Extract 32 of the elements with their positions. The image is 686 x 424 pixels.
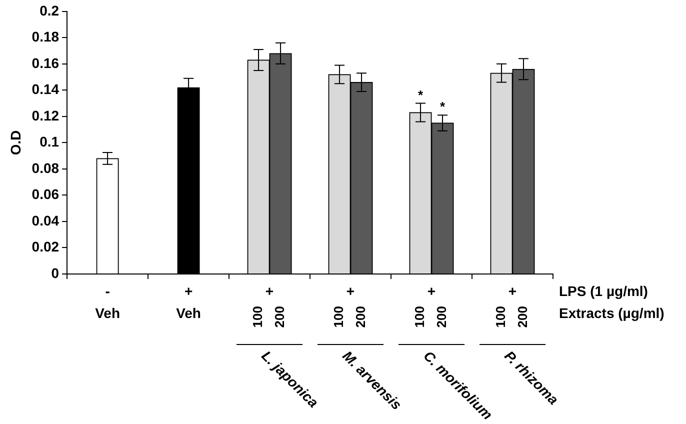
text: 100 [493,306,508,328]
text: 200 [434,306,450,328]
text: Extracts (µg/ml) [559,304,664,321]
y-tick-label: 0.02 [32,238,60,255]
text: + [427,282,436,299]
y-tick-label: 0.14 [32,81,60,98]
y-tick-label: 0.1 [40,134,60,150]
y-tick-label: 0.08 [32,160,60,176]
x-tick-label: Veh [95,304,120,321]
y-tick-label: 0.16 [32,54,60,71]
text: + [346,282,355,299]
text: 200 [353,306,368,328]
y-tick-label: 0.12 [32,107,60,124]
y-tick-label: 0.2 [40,2,60,18]
y-axis-title: O.D [7,130,24,156]
text: + [265,282,274,299]
text: 200 [272,306,288,328]
y-tick-label: 0.06 [32,186,60,202]
text: LPS (1 µg/ml) [559,282,648,299]
text: 100 [331,306,346,328]
text: + [184,282,193,299]
y-tick-label: 0.04 [32,212,60,228]
text: 200 [515,306,530,328]
text: 100 [250,306,266,328]
y-tick-label: 0.18 [32,28,60,45]
x-tick-label: Veh [176,304,201,321]
text: - [105,282,110,299]
text: 100 [412,306,428,328]
data-label: * [440,99,446,114]
y-tick-label: 0 [51,264,60,281]
text: + [508,282,517,299]
data-label: * [418,87,424,102]
